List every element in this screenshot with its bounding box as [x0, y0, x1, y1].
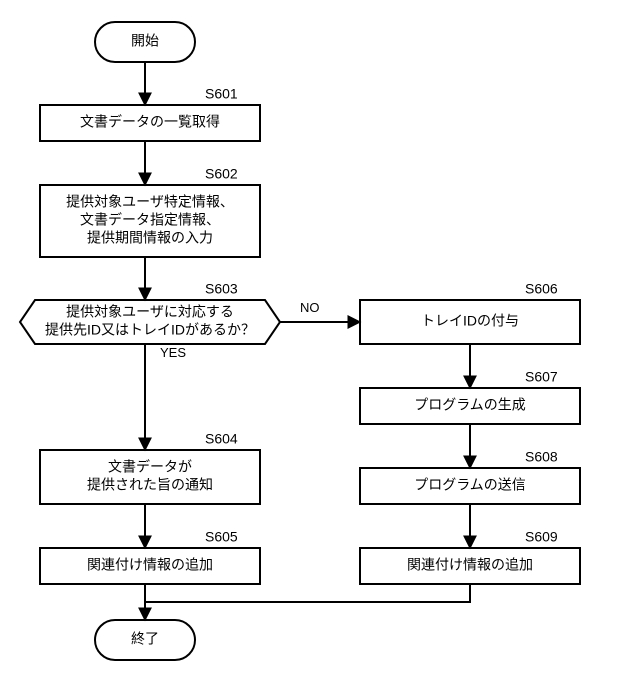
- step-label: S608: [525, 449, 558, 465]
- edge-s609-end: [145, 584, 470, 602]
- node-text: 文書データの一覧取得: [80, 114, 220, 130]
- node-text: 関連付け情報の追加: [87, 557, 213, 573]
- node-text: 文書データ指定情報、: [80, 212, 220, 228]
- node-s606: トレイIDの付与 S606: [360, 281, 580, 344]
- step-label: S604: [205, 431, 238, 447]
- step-label: S606: [525, 281, 558, 297]
- step-label: S605: [205, 529, 238, 545]
- node-text: 開始: [131, 33, 159, 49]
- step-label: S609: [525, 529, 558, 545]
- node-text: 終了: [131, 631, 159, 647]
- node-text: プログラムの送信: [414, 477, 526, 493]
- step-label: S601: [205, 86, 238, 102]
- node-text: 関連付け情報の追加: [407, 557, 533, 573]
- node-s605: 関連付け情報の追加 S605: [40, 529, 260, 584]
- node-s604: 文書データが提供された旨の通知 S604: [40, 431, 260, 504]
- node-start: 開始: [95, 22, 195, 62]
- node-text: 提供先ID又はトレイIDがあるか？: [45, 322, 255, 338]
- step-label: S607: [525, 369, 558, 385]
- node-end: 終了: [95, 620, 195, 660]
- node-text: 提供対象ユーザに対応する: [66, 304, 234, 320]
- node-s601: 文書データの一覧取得 S601: [40, 86, 260, 141]
- node-text: トレイIDの付与: [421, 313, 519, 329]
- edge-label: YES: [160, 345, 186, 360]
- node-text: 提供期間情報の入力: [87, 230, 213, 246]
- step-label: S603: [205, 281, 238, 297]
- edge-label: NO: [300, 300, 320, 315]
- node-text: 提供対象ユーザ特定情報、: [66, 194, 234, 210]
- step-label: S602: [205, 166, 238, 182]
- node-text: 提供された旨の通知: [87, 477, 213, 493]
- node-text: プログラムの生成: [414, 397, 526, 413]
- node-text: 文書データが: [108, 459, 192, 475]
- flowchart-canvas: 開始文書データの一覧取得S601提供対象ユーザ特定情報、文書データ指定情報、提供…: [0, 0, 640, 673]
- node-s603: 提供対象ユーザに対応する提供先ID又はトレイIDがあるか？ S603: [20, 281, 280, 344]
- node-s602: 提供対象ユーザ特定情報、文書データ指定情報、提供期間情報の入力 S602: [40, 166, 260, 257]
